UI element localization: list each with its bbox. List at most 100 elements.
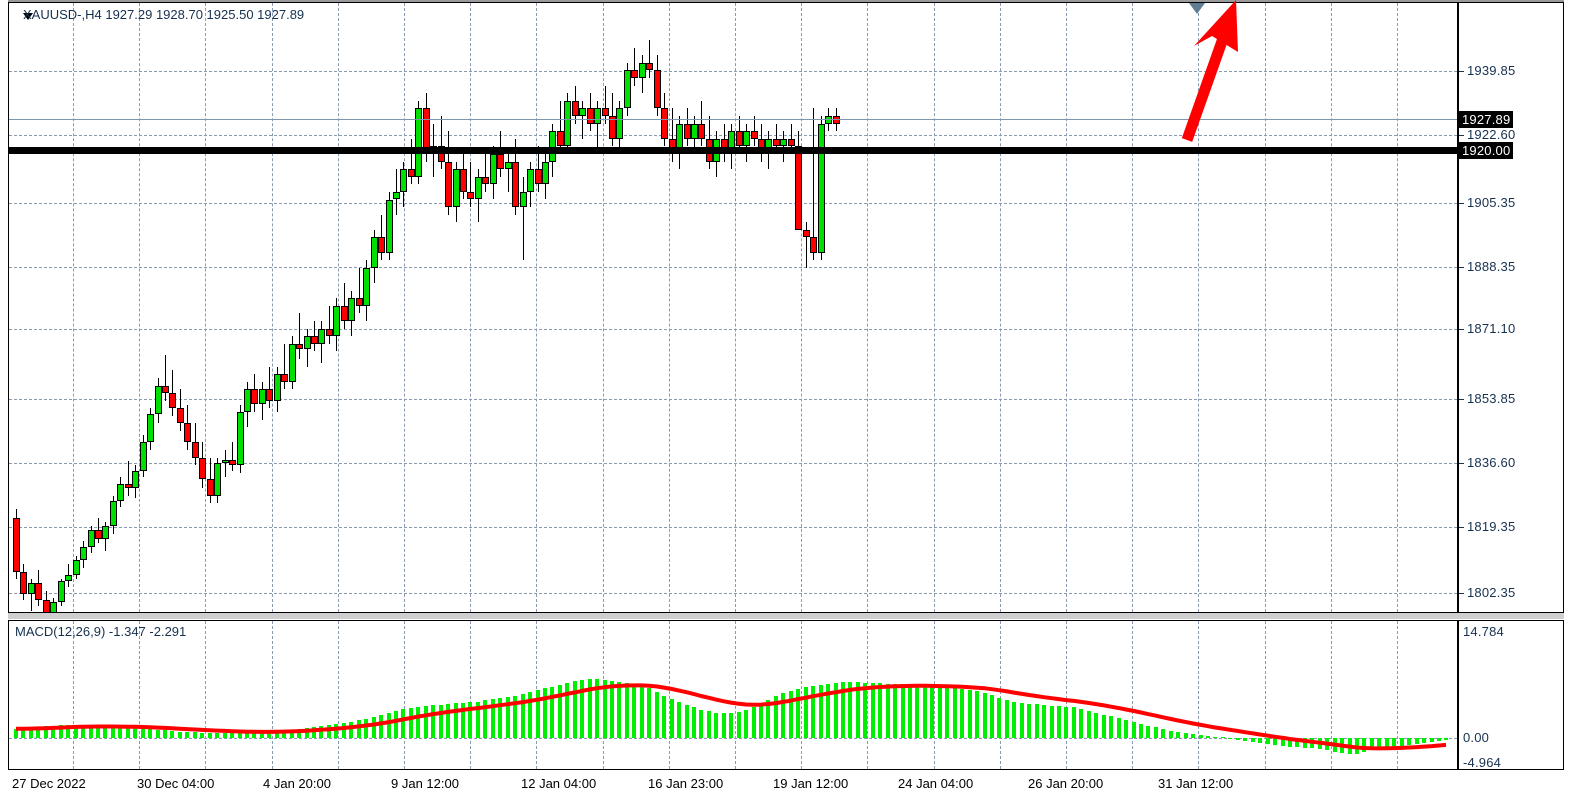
candlestick[interactable] bbox=[765, 3, 772, 612]
candlestick[interactable] bbox=[706, 3, 713, 612]
candlestick[interactable] bbox=[102, 3, 109, 612]
candlestick[interactable] bbox=[438, 3, 445, 612]
candlestick[interactable] bbox=[736, 3, 743, 612]
macd-indicator-panel[interactable]: 14.784 0.00 -4.964 MACD(12,26,9) -1.347 -2… bbox=[8, 620, 1564, 770]
candlestick[interactable] bbox=[318, 3, 325, 612]
candlestick[interactable] bbox=[378, 3, 385, 612]
candlestick[interactable] bbox=[490, 3, 497, 612]
candlestick[interactable] bbox=[281, 3, 288, 612]
candlestick[interactable] bbox=[602, 3, 609, 612]
current-price-line[interactable] bbox=[9, 119, 1457, 120]
candlestick[interactable] bbox=[833, 3, 840, 612]
candlestick[interactable] bbox=[684, 3, 691, 612]
candlestick[interactable] bbox=[184, 3, 191, 612]
candlestick[interactable] bbox=[147, 3, 154, 612]
candlestick[interactable] bbox=[326, 3, 333, 612]
candlestick[interactable] bbox=[125, 3, 132, 612]
candlestick[interactable] bbox=[482, 3, 489, 612]
triangle-down-icon[interactable] bbox=[23, 13, 33, 20]
candlestick[interactable] bbox=[512, 3, 519, 612]
chart-top-marker-icon[interactable] bbox=[1189, 3, 1205, 14]
candlestick[interactable] bbox=[222, 3, 229, 612]
candlestick[interactable] bbox=[393, 3, 400, 612]
candlestick[interactable] bbox=[542, 3, 549, 612]
candlestick[interactable] bbox=[639, 3, 646, 612]
candlestick[interactable] bbox=[743, 3, 750, 612]
candlestick[interactable] bbox=[780, 3, 787, 612]
candlestick[interactable] bbox=[43, 3, 50, 612]
candlestick[interactable] bbox=[594, 3, 601, 612]
candlestick[interactable] bbox=[13, 3, 20, 612]
candlestick[interactable] bbox=[244, 3, 251, 612]
candlestick[interactable] bbox=[132, 3, 139, 612]
candlestick[interactable] bbox=[467, 3, 474, 612]
candlestick[interactable] bbox=[557, 3, 564, 612]
candlestick[interactable] bbox=[587, 3, 594, 612]
candlestick[interactable] bbox=[572, 3, 579, 612]
candlestick[interactable] bbox=[73, 3, 80, 612]
candlestick[interactable] bbox=[333, 3, 340, 612]
candlestick[interactable] bbox=[453, 3, 460, 612]
candlestick[interactable] bbox=[155, 3, 162, 612]
candlestick[interactable] bbox=[162, 3, 169, 612]
candlestick[interactable] bbox=[296, 3, 303, 612]
candlestick[interactable] bbox=[825, 3, 832, 612]
candlestick[interactable] bbox=[341, 3, 348, 612]
candlestick[interactable] bbox=[698, 3, 705, 612]
candlestick[interactable] bbox=[408, 3, 415, 612]
candlestick[interactable] bbox=[803, 3, 810, 612]
candlestick[interactable] bbox=[371, 3, 378, 612]
candlestick[interactable] bbox=[304, 3, 311, 612]
candlestick[interactable] bbox=[654, 3, 661, 612]
candlestick[interactable] bbox=[348, 3, 355, 612]
candlestick[interactable] bbox=[117, 3, 124, 612]
candlestick[interactable] bbox=[35, 3, 42, 612]
candlestick[interactable] bbox=[661, 3, 668, 612]
candlestick[interactable] bbox=[616, 3, 623, 612]
candlestick[interactable] bbox=[169, 3, 176, 612]
candlestick[interactable] bbox=[810, 3, 817, 612]
time-axis[interactable]: 27 Dec 2022 30 Dec 04:00 4 Jan 20:00 9 Jan … bbox=[8, 772, 1564, 802]
candlestick[interactable] bbox=[646, 3, 653, 612]
price-chart-panel[interactable]: 1939.85 1927.89 1922.60 1920.00 1905.35 1888.… bbox=[8, 2, 1564, 613]
candlestick[interactable] bbox=[110, 3, 117, 612]
candlestick[interactable] bbox=[65, 3, 72, 612]
candlestick[interactable] bbox=[95, 3, 102, 612]
candlestick[interactable] bbox=[579, 3, 586, 612]
price-plot-area[interactable]: 1939.85 1927.89 1922.60 1920.00 1905.35 1888.… bbox=[9, 3, 1563, 612]
candlestick[interactable] bbox=[758, 3, 765, 612]
candlestick[interactable] bbox=[289, 3, 296, 612]
candlestick[interactable] bbox=[535, 3, 542, 612]
macd-plot-area[interactable]: 14.784 0.00 -4.964 bbox=[9, 621, 1563, 769]
candlestick[interactable] bbox=[386, 3, 393, 612]
candlestick[interactable] bbox=[50, 3, 57, 612]
candlestick[interactable] bbox=[788, 3, 795, 612]
candlestick[interactable] bbox=[363, 3, 370, 612]
candlestick[interactable] bbox=[199, 3, 206, 612]
candlestick[interactable] bbox=[415, 3, 422, 612]
candlestick[interactable] bbox=[356, 3, 363, 612]
candlestick[interactable] bbox=[259, 3, 266, 612]
candlestick[interactable] bbox=[207, 3, 214, 612]
candlestick[interactable] bbox=[423, 3, 430, 612]
candlestick[interactable] bbox=[691, 3, 698, 612]
candlestick[interactable] bbox=[28, 3, 35, 612]
candlestick[interactable] bbox=[520, 3, 527, 612]
candlestick[interactable] bbox=[311, 3, 318, 612]
candlestick[interactable] bbox=[676, 3, 683, 612]
candlestick[interactable] bbox=[229, 3, 236, 612]
candlestick[interactable] bbox=[251, 3, 258, 612]
candlestick[interactable] bbox=[214, 3, 221, 612]
candlestick[interactable] bbox=[274, 3, 281, 612]
candlestick[interactable] bbox=[624, 3, 631, 612]
candlestick[interactable] bbox=[140, 3, 147, 612]
support-resistance-line[interactable] bbox=[9, 147, 1457, 154]
candlestick[interactable] bbox=[237, 3, 244, 612]
candlestick[interactable] bbox=[192, 3, 199, 612]
candlestick[interactable] bbox=[564, 3, 571, 612]
candlestick[interactable] bbox=[80, 3, 87, 612]
candlestick[interactable] bbox=[713, 3, 720, 612]
candlestick[interactable] bbox=[20, 3, 27, 612]
candlestick[interactable] bbox=[773, 3, 780, 612]
candlestick[interactable] bbox=[475, 3, 482, 612]
